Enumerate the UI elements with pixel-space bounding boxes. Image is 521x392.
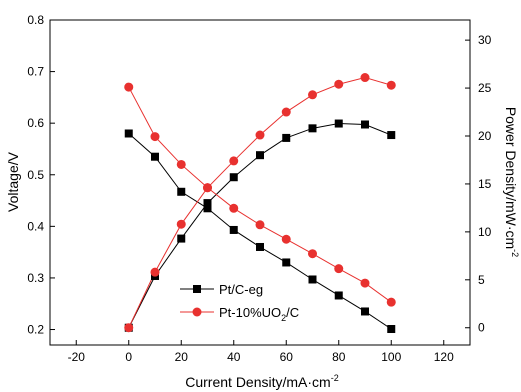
voltage-point-pt-uo2	[255, 220, 265, 230]
y-right-tick-label: 30	[478, 33, 492, 47]
x-tick-label: 80	[332, 350, 346, 364]
voltage-point-pt-uo2	[150, 132, 160, 142]
x-tick-label: 20	[175, 350, 189, 364]
y-right-axis-label-main: Power Density/mW·cm	[503, 107, 519, 249]
power-point-pt-c-eg	[203, 199, 212, 208]
plot-frame	[49, 19, 471, 346]
x-tick-label: 40	[227, 350, 241, 364]
voltage-point-pt-uo2	[229, 203, 239, 213]
x-tick-label: 60	[280, 350, 294, 364]
legend: Pt/C-eg Pt-10%UO2/C	[180, 282, 299, 323]
power-point-pt-c-eg	[387, 131, 396, 140]
voltage-point-pt-c-eg	[177, 187, 186, 196]
y-right-tick-label: 20	[478, 129, 492, 143]
legend-label-pt-uo2-after: /C	[286, 305, 299, 320]
x-tick-label: 0	[125, 350, 132, 364]
voltage-point-pt-uo2	[176, 159, 186, 169]
legend-label-pt-uo2-main: Pt-10%UO	[219, 305, 281, 320]
y-left-tick-label: 0.3	[27, 271, 44, 285]
x-axis-label: Current Density/mA·cm-2	[185, 373, 338, 390]
voltage-point-pt-c-eg	[361, 307, 369, 316]
y-right-tick-label: 25	[478, 81, 492, 95]
y-left-tick-label: 0.4	[27, 219, 44, 233]
voltage-point-pt-uo2	[386, 297, 396, 307]
x-axis-label-main: Current Density/mA·cm	[185, 374, 330, 390]
series-markers	[124, 73, 396, 334]
voltage-point-pt-uo2	[124, 82, 134, 92]
voltage-point-pt-c-eg	[308, 275, 317, 284]
voltage-point-pt-uo2	[334, 264, 344, 274]
power-point-pt-c-eg	[361, 120, 369, 129]
voltage-point-pt-c-eg	[124, 129, 133, 138]
y-left-axis-label: Voltage/V	[5, 151, 21, 212]
y-left-tick-label: 0.6	[27, 116, 44, 130]
voltage-line-pt-uo2	[128, 86, 392, 303]
y-right-axis-label: Power Density/mW·cm-2	[503, 107, 520, 257]
power-point-pt-uo2	[334, 79, 344, 89]
x-tick-label: 120	[434, 350, 454, 364]
y-right-tick-label: 10	[478, 225, 492, 239]
power-point-pt-uo2	[360, 73, 370, 83]
voltage-point-pt-c-eg	[334, 291, 343, 300]
power-point-pt-c-eg	[229, 173, 238, 182]
y-right-tick-label: 0	[478, 321, 485, 335]
voltage-point-pt-c-eg	[256, 242, 264, 251]
axis-ticks: -20 0 20 40 60 80 100 120 0.2 0.3 0.4 0.5 0.6 0.7 0.8 0…	[27, 13, 491, 364]
power-point-pt-uo2	[255, 130, 265, 140]
power-point-pt-uo2	[308, 90, 317, 100]
y-left-tick-label: 0.5	[27, 168, 44, 182]
legend-marker-square	[193, 285, 201, 293]
y-left-tick-label: 0.2	[27, 323, 44, 337]
voltage-point-pt-uo2	[308, 249, 317, 259]
x-tick-label: 100	[381, 350, 401, 364]
y-left-tick-label: 0.8	[27, 13, 44, 27]
voltage-point-pt-c-eg	[229, 225, 238, 234]
voltage-point-pt-c-eg	[282, 258, 291, 267]
power-point-pt-uo2	[150, 267, 160, 277]
legend-label-pt-c-eg: Pt/C-eg	[219, 282, 263, 297]
power-point-pt-uo2	[124, 323, 134, 333]
power-point-pt-uo2	[229, 156, 239, 166]
legend-label-pt-uo2: Pt-10%UO2/C	[219, 305, 299, 323]
x-axis-label-sup: -2	[331, 373, 339, 383]
voltage-point-pt-uo2	[360, 278, 370, 288]
power-point-pt-c-eg	[177, 234, 186, 243]
voltage-point-pt-c-eg	[151, 152, 159, 161]
legend-label-pt-uo2-sub: 2	[281, 313, 286, 323]
x-tick-label: -20	[68, 350, 86, 364]
voltage-point-pt-c-eg	[387, 325, 396, 334]
power-point-pt-uo2	[176, 219, 186, 229]
power-point-pt-uo2	[281, 107, 291, 117]
power-point-pt-uo2	[386, 80, 396, 90]
power-point-pt-c-eg	[334, 119, 343, 128]
y-right-tick-label: 5	[478, 273, 485, 287]
voltage-point-pt-uo2	[281, 234, 291, 244]
y-right-tick-label: 15	[478, 177, 492, 191]
voltage-point-pt-c-eg	[203, 204, 212, 213]
voltage-line-pt-c-eg	[128, 133, 392, 330]
y-left-tick-label: 0.7	[27, 65, 44, 79]
y-right-axis-label-sup: -2	[510, 249, 520, 257]
power-point-pt-uo2	[203, 183, 212, 193]
power-point-pt-c-eg	[282, 133, 291, 142]
power-point-pt-c-eg	[308, 124, 317, 133]
legend-marker-circle	[192, 307, 202, 317]
power-point-pt-c-eg	[256, 151, 264, 160]
